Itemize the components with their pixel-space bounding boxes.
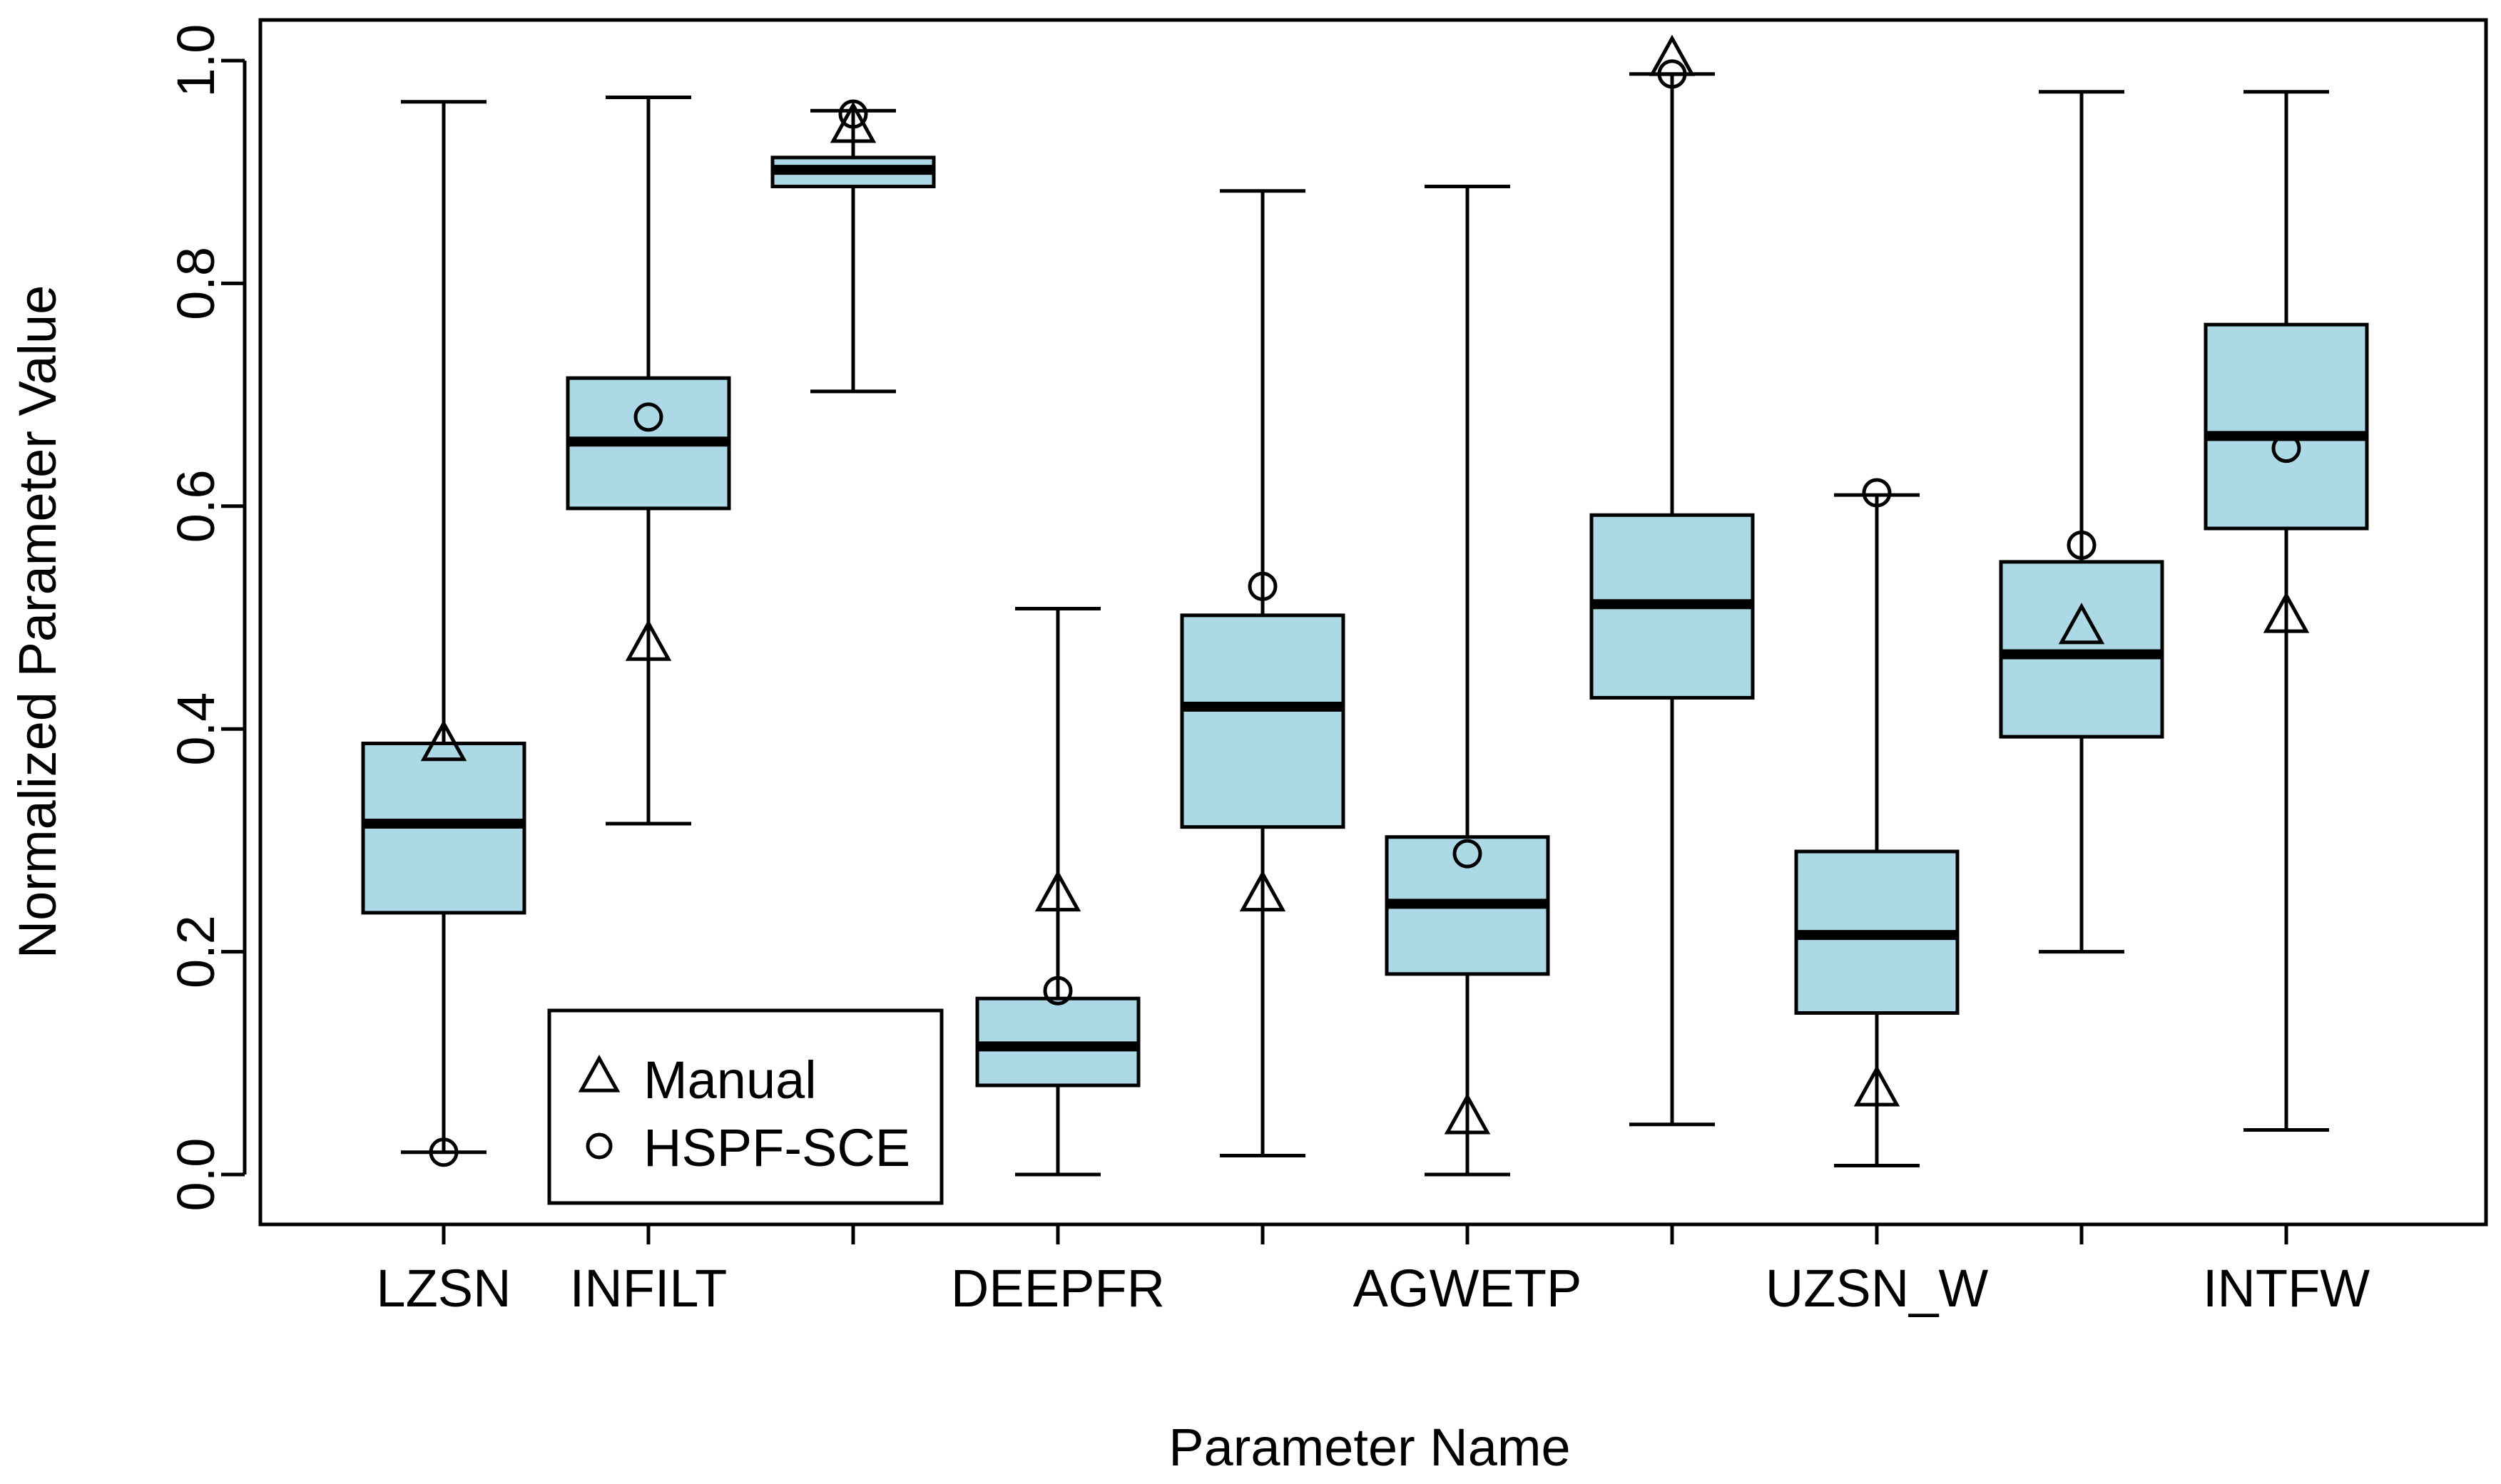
hspf-sce-point — [2067, 530, 2097, 560]
y-tick-label: 1.0 — [166, 24, 225, 98]
marker-series — [420, 34, 2310, 1167]
x-tick-label: INFILT — [570, 1259, 728, 1318]
manual-point — [2263, 591, 2310, 633]
x-tick-label: INTFW — [2203, 1259, 2370, 1318]
hspf-sce-point — [1657, 59, 1687, 89]
legend-markers — [578, 1054, 621, 1160]
box-plot-group — [361, 100, 526, 1155]
x-tick-label: LZSN — [376, 1259, 511, 1318]
box-iqr — [1999, 560, 2164, 739]
box-plot-group — [975, 607, 1141, 1177]
box-plot-group — [1180, 189, 1345, 1157]
y-tick-label: 0.2 — [166, 915, 225, 988]
box-plot-group — [770, 108, 936, 394]
y-axis: 0.0 0.2 0.4 0.6 0.8 1.0 — [166, 24, 247, 1212]
manual-point — [2058, 603, 2105, 645]
manual-point — [1853, 1065, 1900, 1107]
legend: Manual HSPF-SCE — [547, 1008, 944, 1205]
legend-label-hspf-sce: HSPF-SCE — [643, 1118, 910, 1177]
box-plot-group — [1385, 185, 1550, 1177]
manual-point — [1444, 1092, 1491, 1135]
hspf-sce-point — [429, 1137, 459, 1167]
y-tick-label: 0.8 — [166, 247, 225, 320]
box-plot-group — [1589, 72, 1755, 1127]
box-plot-group — [566, 96, 731, 826]
y-tick-label: 0.4 — [166, 692, 225, 766]
x-tick-label: DEEPFR — [951, 1259, 1165, 1318]
hspf-sce-point — [1862, 478, 1892, 508]
box-iqr — [2204, 322, 2369, 531]
manual-point — [420, 720, 467, 762]
box-plot-group — [1794, 493, 1960, 1168]
legend-box — [547, 1008, 944, 1205]
plot-frame — [258, 18, 2488, 1227]
manual-point — [1034, 870, 1081, 912]
legend-marker-manual — [578, 1054, 621, 1092]
box-series — [361, 72, 2369, 1177]
manual-point — [1649, 34, 1696, 76]
box-plot-group — [1999, 90, 2164, 954]
y-axis-title: Normalized Parameter Value — [8, 285, 67, 959]
hspf-sce-point — [1452, 839, 1482, 869]
hspf-sce-point — [633, 402, 663, 432]
x-axis-title: Parameter Name — [1168, 1418, 1570, 1477]
manual-point — [1239, 870, 1286, 912]
x-tick-label: UZSN_W — [1766, 1259, 1989, 1318]
x-tick-label: AGWETP — [1353, 1259, 1582, 1318]
y-tick-label: 0.0 — [166, 1138, 225, 1212]
hspf-sce-point — [2271, 434, 2301, 464]
x-axis: LZSN INFILT DEEPFR AGWETP UZSN_W INTFW — [376, 1224, 2370, 1318]
box-iqr — [1180, 613, 1345, 829]
hspf-sce-point — [1043, 976, 1073, 1005]
hspf-sce-point — [838, 99, 868, 129]
hspf-sce-point — [1248, 571, 1278, 601]
box-plot-group — [2204, 90, 2369, 1132]
y-tick-label: 0.6 — [166, 469, 225, 543]
legend-marker-hspf-sce — [586, 1132, 613, 1160]
manual-point — [625, 619, 672, 661]
legend-label-manual: Manual — [643, 1050, 817, 1110]
